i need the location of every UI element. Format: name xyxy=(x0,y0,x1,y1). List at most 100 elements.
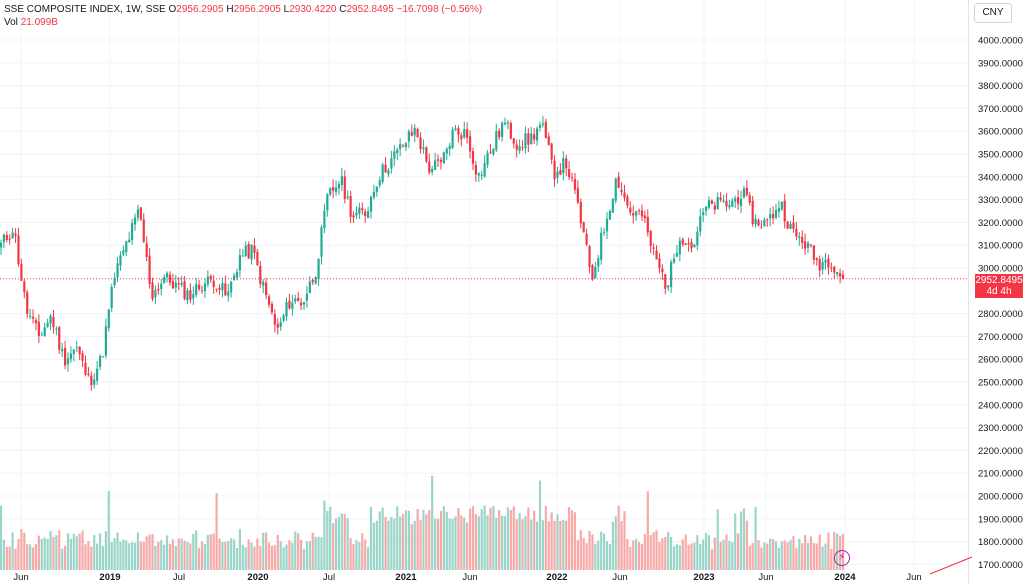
volume-bar xyxy=(122,539,125,570)
volume-bar xyxy=(457,507,460,570)
volume-bar xyxy=(620,521,623,570)
candle-body xyxy=(294,298,297,302)
candle-body xyxy=(474,165,477,175)
volume-bar xyxy=(253,546,256,570)
volume-bar xyxy=(270,545,274,570)
volume-bar xyxy=(428,510,431,570)
candle-body xyxy=(157,288,160,291)
candle-body xyxy=(320,227,323,257)
candle-body xyxy=(90,375,93,386)
candle-body xyxy=(198,284,201,290)
candle-body xyxy=(139,207,142,220)
volume-bar xyxy=(716,509,719,570)
volume-bar xyxy=(442,506,445,570)
volume-bar xyxy=(431,475,434,570)
candle-body xyxy=(471,150,475,164)
candle-body xyxy=(372,192,376,198)
volume-bar xyxy=(2,539,6,570)
volume-bar xyxy=(527,507,530,570)
candle-body xyxy=(801,236,804,244)
volume-bar xyxy=(317,536,320,570)
y-axis[interactable]: 4000.0000 3900.0000 3800.0000 3700.0000 3600… xyxy=(978,36,1023,571)
candle-body xyxy=(259,265,262,284)
candle-body xyxy=(565,158,568,169)
volume-bars xyxy=(0,475,845,570)
candle-body xyxy=(827,258,830,268)
candle-body xyxy=(238,255,242,271)
volume-bar xyxy=(31,547,35,570)
candle-body xyxy=(635,211,638,216)
volume-bar xyxy=(544,505,547,570)
volume-bar xyxy=(369,506,373,570)
volume-bar xyxy=(282,547,285,570)
y-tick-label: 3900.0000 xyxy=(978,58,1023,69)
candle-body xyxy=(250,244,253,260)
volume-bar xyxy=(471,506,475,570)
volume-bar xyxy=(535,521,539,570)
candle-body xyxy=(145,243,148,258)
candle-body xyxy=(276,324,279,328)
volume-bar xyxy=(244,547,247,570)
volume-bar xyxy=(454,516,457,570)
candle-body xyxy=(757,220,760,226)
volume-bar xyxy=(14,548,17,570)
volume-bar xyxy=(696,535,699,570)
lightning-icon[interactable]: ⚡ xyxy=(834,550,850,566)
currency-button[interactable]: CNY xyxy=(974,3,1012,23)
symbol-title[interactable]: SSE COMPOSITE INDEX, 1W, SSE xyxy=(4,4,166,15)
volume-bar xyxy=(515,519,518,570)
candle-body xyxy=(696,231,699,246)
candle-body xyxy=(81,353,84,361)
volume-bar xyxy=(265,532,268,570)
candle-body xyxy=(247,244,250,259)
candle-body xyxy=(439,159,443,162)
candle-body xyxy=(547,136,550,145)
candle-body xyxy=(713,205,716,210)
volume-bar xyxy=(17,539,20,570)
volume-bar xyxy=(136,532,140,570)
x-tick-label: Jun xyxy=(758,572,773,583)
candle-body xyxy=(224,283,227,296)
drawing-line[interactable] xyxy=(929,556,973,575)
candle-body xyxy=(314,277,317,284)
volume-bar xyxy=(352,544,355,570)
volume-bar xyxy=(425,514,428,570)
volume-bar xyxy=(553,520,556,570)
candle-body xyxy=(605,218,609,232)
volume-bar xyxy=(445,511,448,570)
volume-bar xyxy=(687,544,690,570)
candle-body xyxy=(503,122,507,125)
candle-body xyxy=(466,128,469,138)
candle-body xyxy=(262,281,265,286)
candle-body xyxy=(798,236,801,238)
candle-body xyxy=(297,297,300,301)
volume-bar xyxy=(384,516,387,570)
volume-bar xyxy=(617,505,620,570)
candle-body xyxy=(769,214,772,219)
volume-bar xyxy=(419,519,422,570)
x-axis[interactable]: Jun 2019 Jul 2020 Jul 2021 Jun 2022 Jun 2023 Jun 20… xyxy=(13,572,921,583)
y-tick-label: 1800.0000 xyxy=(978,537,1023,548)
volume-bar xyxy=(378,511,381,570)
candle-body xyxy=(63,347,67,366)
candle-body xyxy=(235,272,239,278)
candle-body xyxy=(468,136,472,152)
candle-body xyxy=(533,134,536,140)
volume-bar xyxy=(375,520,378,570)
candle-body xyxy=(393,151,396,159)
volume-bar xyxy=(763,542,766,570)
volume-bar xyxy=(52,536,55,570)
volume-bar xyxy=(699,544,702,570)
volume-bar xyxy=(174,546,177,570)
volume-bar xyxy=(393,518,396,570)
candle-body xyxy=(556,171,559,178)
volume-bar xyxy=(145,536,148,570)
volume-bar xyxy=(381,507,384,570)
volume-bar xyxy=(786,542,789,570)
volume-bar xyxy=(748,545,751,570)
candle-body xyxy=(766,219,769,221)
candle-body xyxy=(34,320,38,324)
volume-bar xyxy=(311,532,314,570)
y-tick-label: 1700.0000 xyxy=(978,560,1023,571)
